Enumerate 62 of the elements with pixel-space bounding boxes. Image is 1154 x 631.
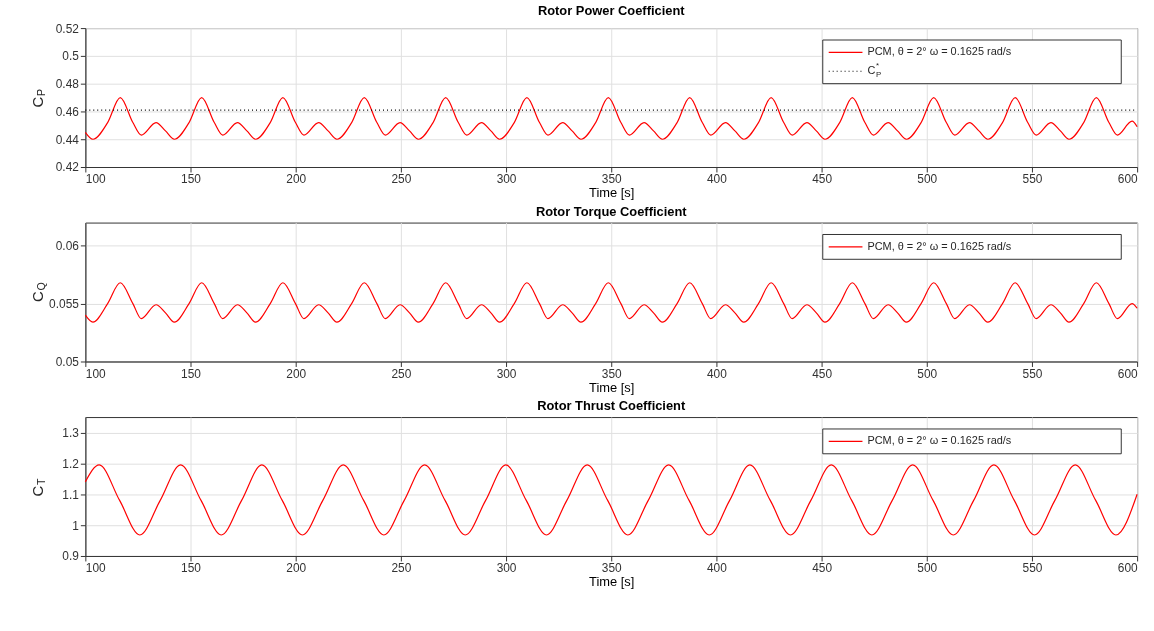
x-axis-title: Time [s]: [589, 185, 635, 201]
y-tick-label: 1.3: [62, 425, 80, 440]
y-tick-label: 0.44: [55, 132, 80, 147]
x-tick-label: 600: [1117, 561, 1139, 576]
x-tick-label: 550: [1022, 366, 1043, 381]
chart-title: Rotor Power Coefficient: [537, 3, 686, 19]
y-tick-label: 0.52: [55, 21, 80, 36]
x-tick-label: 400: [706, 561, 728, 576]
y-axis-title: CT: [29, 477, 48, 497]
y-tick-label: 1.2: [62, 456, 80, 471]
x-tick-label: 400: [706, 172, 728, 187]
x-tick-label: 150: [181, 172, 202, 187]
x-tick-label: 300: [496, 561, 517, 576]
line-series: [84, 282, 1138, 323]
y-tick-label: 0.42: [55, 160, 80, 175]
line-series: [84, 464, 1138, 536]
x-tick-label: 200: [286, 172, 307, 187]
y-tick-label: 0.46: [55, 104, 80, 119]
y-tick-label: 1: [72, 518, 80, 533]
x-tick-label: 500: [917, 366, 938, 381]
y-tick-label: 0.5: [62, 49, 80, 64]
y-axis-title: CQ: [29, 282, 48, 303]
x-tick-label: 150: [181, 366, 202, 381]
legend-label: PCM, θ = 2° ω = 0.1625 rad/s: [867, 239, 1012, 252]
x-tick-label: 600: [1117, 172, 1139, 187]
y-tick-label: 1.1: [62, 487, 80, 502]
x-tick-label: 400: [706, 366, 728, 381]
x-tick-label: 250: [391, 366, 412, 381]
line-series: [84, 96, 1138, 140]
x-tick-label: 500: [917, 172, 938, 187]
x-tick-label: 200: [286, 366, 307, 381]
chart-title: Rotor Thrust Coefficient: [537, 398, 686, 414]
x-tick-label: 250: [391, 561, 412, 576]
chart-title: Rotor Torque Coefficient: [535, 203, 688, 219]
y-tick-label: 0.9: [62, 549, 80, 564]
x-tick-label: 550: [1022, 561, 1043, 576]
x-tick-label: 500: [917, 561, 938, 576]
x-tick-label: 350: [601, 561, 623, 576]
x-tick-label: 100: [85, 561, 107, 576]
y-axis-title: CP: [29, 88, 48, 108]
x-tick-label: 300: [496, 366, 517, 381]
x-tick-label: 150: [181, 561, 202, 576]
x-tick-label: 450: [812, 366, 833, 381]
x-axis-title: Time [s]: [589, 379, 635, 395]
y-tick-label: 0.06: [55, 239, 80, 254]
x-tick-label: 450: [812, 172, 833, 187]
x-axis-title: Time [s]: [589, 574, 635, 590]
y-tick-label: 0.05: [55, 354, 80, 369]
x-tick-label: 350: [601, 366, 623, 381]
x-tick-label: 250: [391, 172, 412, 187]
y-tick-label: 0.48: [55, 77, 80, 92]
x-tick-label: 600: [1117, 366, 1139, 381]
y-tick-label: 0.055: [49, 297, 80, 312]
x-tick-label: 350: [601, 172, 623, 187]
x-tick-label: 300: [496, 172, 517, 187]
x-tick-label: 450: [812, 561, 833, 576]
x-tick-label: 200: [286, 561, 307, 576]
x-tick-label: 100: [85, 366, 107, 381]
x-tick-label: 550: [1022, 172, 1043, 187]
legend-label: PCM, θ = 2° ω = 0.1625 rad/s: [867, 434, 1012, 447]
legend-label: PCM, θ = 2° ω = 0.1625 rad/s: [867, 45, 1012, 58]
x-tick-label: 100: [85, 172, 107, 187]
